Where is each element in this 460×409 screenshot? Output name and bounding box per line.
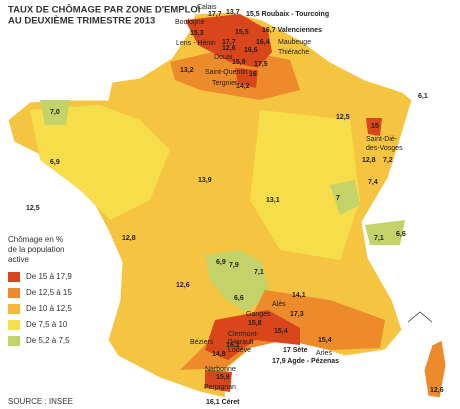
map-label: 12,8: [362, 157, 376, 164]
source: SOURCE : INSEE: [8, 397, 73, 406]
map-label: 6,6: [396, 231, 406, 238]
legend-label: De 5,2 à 7,5: [26, 336, 70, 345]
map-label: 7,2: [383, 157, 393, 164]
map-label: 15,8: [248, 320, 262, 327]
map-label: 16: [249, 71, 257, 78]
legend-swatch: [8, 320, 20, 330]
map-label: 15,4: [274, 328, 288, 335]
map-label: 17,7: [222, 39, 236, 46]
region-high: [185, 14, 272, 68]
map-label: 6,6: [234, 295, 244, 302]
map-label: 16,6: [244, 47, 258, 54]
map-label: Douai: [214, 54, 233, 61]
region-high: [366, 118, 382, 136]
map-label: 15,9: [216, 374, 230, 381]
map-label: des-Vosges: [366, 145, 403, 152]
map-label: 17,5: [254, 61, 268, 68]
map-label: 16,2: [226, 342, 240, 349]
map-label: 16,7 Valenciennes: [262, 27, 322, 34]
map-label: 13,7: [226, 9, 240, 16]
region-green: [205, 250, 270, 312]
map-label: 13,1: [266, 197, 280, 204]
legend-title: de la population: [8, 245, 65, 254]
map-label: l'Hérault: [228, 339, 254, 346]
title: AU DEUXIÈME TRIMESTRE 2013: [8, 16, 155, 27]
map-label: 12,5: [26, 205, 40, 212]
map-label: Thiérache: [278, 49, 309, 56]
map-label: Saint-Dié-: [366, 136, 398, 143]
map-label: Béziers: [190, 339, 214, 346]
region-medium: [170, 48, 300, 100]
map-label: 6,9: [216, 259, 226, 266]
map-label: Arles: [316, 350, 332, 357]
legend-swatch: [8, 304, 20, 314]
map-label: 7,0: [50, 109, 60, 116]
map-label: Lodève: [228, 347, 251, 354]
map-label: 14,1: [292, 292, 306, 299]
region-high: [205, 370, 232, 392]
map-label: 13,9: [198, 177, 212, 184]
map-label: 16,1 Céret: [206, 399, 240, 406]
map-label: 7: [336, 195, 340, 202]
map-label: Maubeuge: [278, 39, 311, 46]
map-label: 15,9: [232, 59, 246, 66]
map-label: Calais: [197, 4, 217, 11]
region-low: [30, 105, 170, 220]
region-high: [235, 68, 258, 88]
map-label: 6,9: [50, 159, 60, 166]
map-label: Clermont-: [228, 331, 259, 338]
region-low: [250, 110, 360, 260]
region-green: [40, 100, 70, 125]
region-green: [330, 180, 360, 215]
map-label: 16,4: [256, 39, 270, 46]
map-label: 7,1: [374, 235, 384, 242]
map-label: 12,5: [336, 114, 350, 121]
map-label: 17 Sète: [283, 347, 308, 354]
map-label: 7,4: [368, 179, 378, 186]
map-label: 15,5 Roubaix - Tourcoing: [246, 11, 329, 18]
legend-label: De 12,5 à 15: [26, 288, 72, 297]
map-label: 14,8: [212, 351, 226, 358]
map-label: 7,9: [229, 262, 239, 269]
region-high: [205, 310, 300, 360]
corsica-outline-marker: [407, 311, 433, 323]
map-label: 17,7: [208, 11, 222, 18]
map-label: 13,2: [180, 67, 194, 74]
legend-label: De 7,5 à 10: [26, 320, 68, 329]
region-green: [365, 220, 405, 245]
map-label: 15,4: [318, 337, 332, 344]
legend-title: Chômage en %: [8, 235, 63, 244]
map-labels: Calais Boulogne 15,3 17,7 13,7 15,5 Roubaix -…: [26, 4, 444, 406]
map-label: Lens - Hénin: [176, 40, 216, 47]
map-label: 12,8: [122, 235, 136, 242]
map-label: 12,6: [430, 387, 444, 394]
map-label: Tergnier: [212, 80, 238, 87]
legend-title: active: [8, 255, 29, 264]
map-label: 12,6: [222, 45, 236, 52]
map-label: Perpignan: [204, 384, 236, 391]
map-label: Narbonne: [205, 366, 236, 373]
title: TAUX DE CHÔMAGE PAR ZONE D'EMPLOI: [8, 4, 200, 16]
legend-swatch: [8, 336, 20, 346]
map-label: Saint-Quentin: [205, 69, 248, 76]
map-label: Alès: [272, 301, 286, 308]
map-label: Ganges: [246, 311, 271, 318]
map-label: 17,9 Agde - Pézenas: [272, 358, 339, 365]
legend-label: De 10 à 12,5: [26, 304, 72, 313]
map-label: 15: [371, 123, 379, 130]
legend-swatch: [8, 288, 20, 298]
map-label: 6,1: [418, 93, 428, 100]
map-label: Boulogne: [175, 19, 205, 26]
map-label: 15,5: [235, 29, 249, 36]
legend-label: De 15 à 17,9: [26, 272, 72, 281]
map-label: 17,3: [290, 311, 304, 318]
map-label: 12,6: [176, 282, 190, 289]
map-label: 7,1: [254, 269, 264, 276]
map-label: 14,2: [236, 83, 250, 90]
map-label: 15,3: [190, 30, 204, 37]
legend-swatch: [8, 272, 20, 282]
corsica: [423, 339, 447, 399]
